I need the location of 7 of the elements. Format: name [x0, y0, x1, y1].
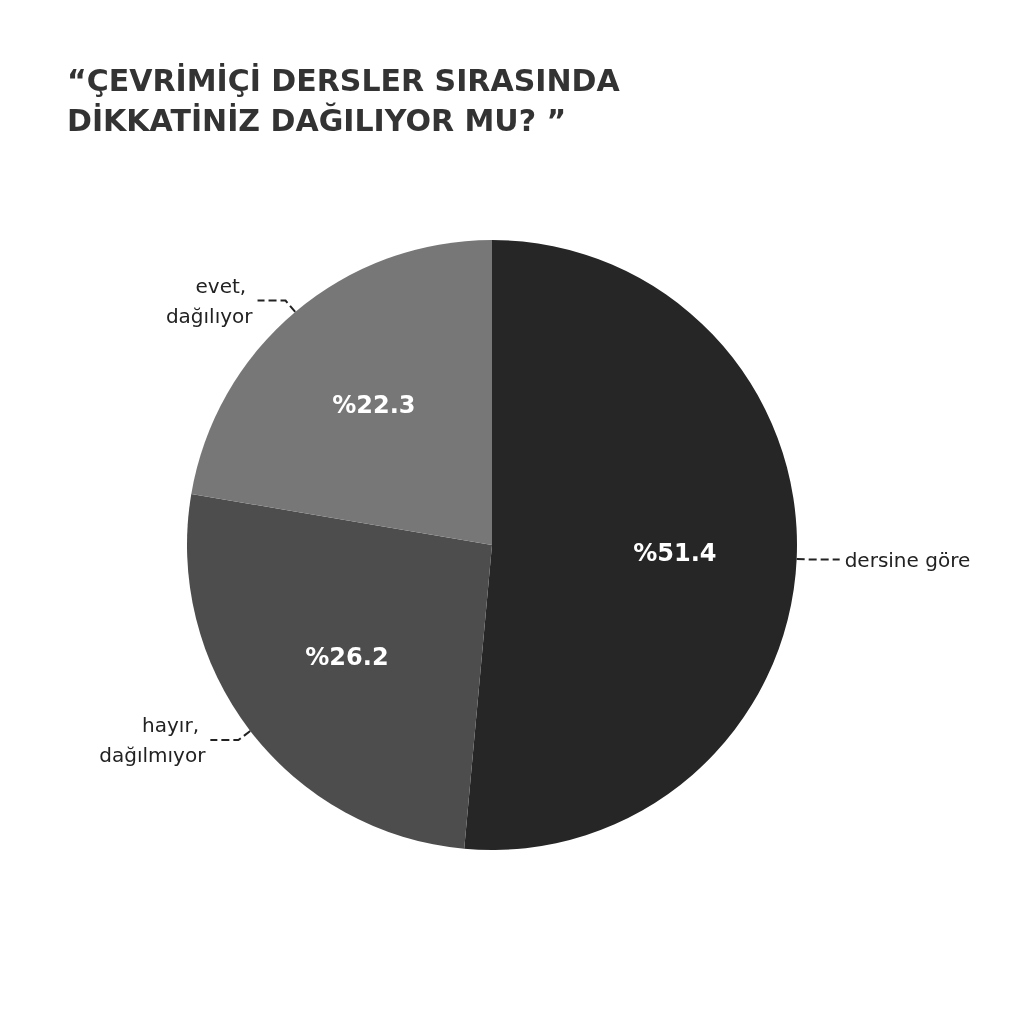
chart-title: “ÇEVRİMİÇİ DERSLER SIRASINDA DİKKATİNİZ DAĞILIYOR MU? ” [67, 62, 621, 138]
data-label: %51.4 [633, 539, 717, 568]
slice-label: evet, dağılıyor [165, 273, 254, 328]
data-label: %22.3 [332, 391, 416, 420]
data-label: %26.2 [305, 642, 389, 671]
slice-label: dersine göre [844, 547, 971, 572]
slice-label: hayır, dağılmıyor [99, 713, 207, 768]
